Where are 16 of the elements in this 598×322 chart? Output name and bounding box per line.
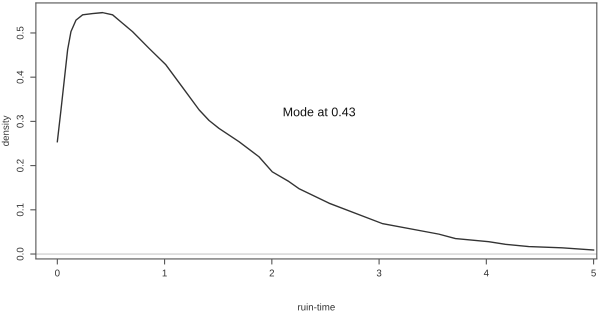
line-series (56, 12, 594, 251)
y-tick-label: 0.3 (16, 115, 24, 128)
x-tick-label: 2 (270, 270, 274, 276)
x-tick-label: 5 (591, 270, 596, 276)
y-tick-label: 0.1 (16, 204, 24, 216)
y-axis-title: density (2, 116, 11, 146)
y-tick-label: 0.0 (16, 248, 24, 260)
x-tick-label: 0 (55, 270, 60, 276)
x-tick-label: 1 (162, 270, 167, 276)
x-axis-title: ruin-time (298, 303, 335, 311)
y-tick-label: 0.2 (16, 159, 24, 172)
x-tick-label: 3 (376, 270, 382, 276)
x-tick-label: 4 (484, 270, 489, 276)
y-tick-label: 0.5 (16, 26, 24, 40)
annotation: Mode at 0.43 (284, 107, 356, 116)
y-tick-label: 0.4 (16, 70, 24, 84)
